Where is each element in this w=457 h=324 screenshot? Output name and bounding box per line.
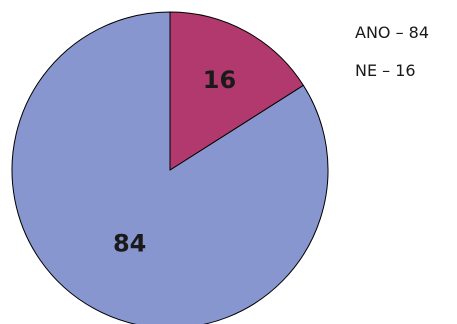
legend-entry-ano: ANO – 84	[355, 23, 429, 42]
legend: ANO – 84 NE – 16	[355, 23, 429, 80]
data-label-ne: 16	[203, 66, 236, 94]
legend-entry-ne: NE – 16	[355, 61, 416, 80]
pie-slices	[11, 11, 329, 324]
data-label-ano: 84	[113, 229, 146, 257]
pie-data-labels: 84 16	[113, 66, 236, 257]
pie-slice-ne	[169, 11, 304, 171]
